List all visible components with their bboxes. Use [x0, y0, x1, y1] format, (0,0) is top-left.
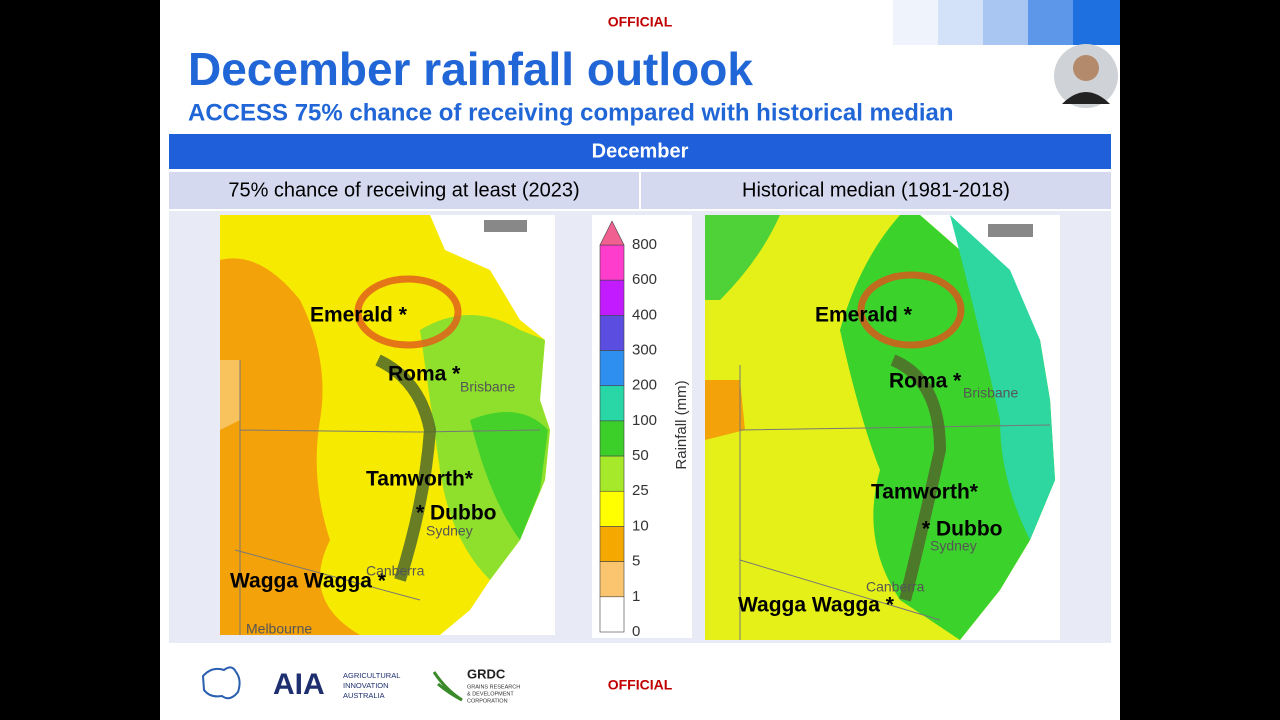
classification: OFFICIAL — [608, 14, 673, 30]
map-label: Tamworth* — [871, 481, 979, 504]
map-label: Wagga Wagga * — [230, 570, 387, 593]
column-header-text: 75% chance of receiving at least (2023) — [228, 179, 579, 201]
title: December rainfall outlook — [188, 43, 753, 95]
grdc-leaf — [432, 671, 463, 702]
map-label: * Dubbo — [922, 518, 1002, 541]
colorbar-tick-label: 0 — [632, 623, 640, 640]
colorbar-segment — [599, 279, 625, 316]
colorbar-tick-label: 800 — [632, 236, 657, 253]
colorbar-segment — [599, 420, 625, 457]
colorbar-segment — [599, 385, 625, 422]
map-label: Wagga Wagga * — [738, 594, 895, 617]
colorbar-tick-label: 300 — [632, 342, 657, 359]
colorbar-segment — [599, 244, 625, 281]
map-label: Roma * — [889, 370, 962, 393]
aia-logo: AIA — [273, 668, 325, 701]
aia-name: INNOVATION — [343, 681, 389, 690]
grdc-name: & DEVELOPMENT — [467, 691, 514, 697]
grdc-name: GRAINS RESEARCH — [467, 684, 520, 690]
colorbar-arrow — [599, 220, 625, 246]
city-label: Brisbane — [963, 385, 1018, 401]
map-label: Tamworth* — [366, 468, 474, 491]
map-right — [705, 215, 1060, 640]
colorbar-segment — [599, 455, 625, 492]
colorbar-label: Rainfall (mm) — [673, 380, 690, 469]
map-label: Emerald * — [310, 304, 408, 327]
city-label: Brisbane — [460, 379, 515, 395]
decoration — [893, 0, 1120, 45]
map-label: Roma * — [388, 363, 461, 386]
grdc-logo: GRDC — [467, 666, 506, 681]
colorbar-segment — [599, 526, 625, 562]
colorbar-tick-label: 600 — [632, 271, 657, 288]
colorbar-tick-label: 10 — [632, 517, 649, 534]
australia-logo — [201, 666, 241, 700]
city-label: Sydney — [426, 523, 473, 539]
colorbar-segment — [599, 315, 625, 351]
map-label: * Dubbo — [416, 502, 496, 525]
webcam — [1054, 44, 1118, 108]
table-header-text: December — [592, 140, 689, 162]
column-header — [641, 172, 1111, 209]
subtitle: ACCESS 75% chance of receiving compared … — [188, 99, 954, 126]
map-label: Emerald * — [815, 304, 913, 327]
column-header — [169, 172, 639, 209]
colorbar-tick-label: 200 — [632, 377, 657, 394]
colorbar-tick-label: 400 — [632, 306, 657, 323]
city-label: Canberra — [366, 563, 425, 579]
colorbar-tick-label: 100 — [632, 412, 657, 429]
colorbar-tick-label: 5 — [632, 553, 640, 570]
grdc-name: CORPORATION — [467, 698, 508, 704]
colorbar-tick-label: 25 — [632, 482, 649, 499]
city-label: Melbourne — [246, 621, 312, 637]
colorbar-segment — [599, 596, 625, 633]
map-left — [220, 215, 555, 635]
aia-name: AUSTRALIA — [343, 691, 385, 700]
colorbar-tick-label: 1 — [632, 588, 640, 605]
colorbar-segment — [599, 350, 625, 387]
colorbar-segment — [599, 561, 625, 598]
aia-name: AGRICULTURAL — [343, 671, 400, 680]
city-label: Canberra — [866, 579, 925, 595]
column-header-text: Historical median (1981-2018) — [742, 179, 1010, 201]
city-label: Sydney — [930, 538, 977, 554]
colorbar-segment — [599, 490, 625, 527]
table-header — [169, 134, 1111, 169]
colorbar-tick-label: 50 — [632, 447, 649, 464]
classification: OFFICIAL — [608, 677, 673, 693]
